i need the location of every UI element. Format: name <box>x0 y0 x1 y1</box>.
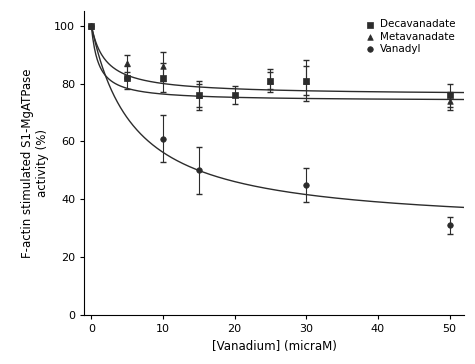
Metavanadate <box>303 78 310 84</box>
Metavanadate <box>87 23 95 28</box>
Legend: Decavanadate, Metavanadate, Vanadyl: Decavanadate, Metavanadate, Vanadyl <box>360 16 459 57</box>
Metavanadate <box>266 78 274 84</box>
X-axis label: [Vanadium] (micraM): [Vanadium] (micraM) <box>211 340 336 353</box>
Vanadyl <box>124 75 131 81</box>
Vanadyl <box>303 182 310 188</box>
Metavanadate <box>124 60 131 66</box>
Decavanadate <box>124 75 131 81</box>
Metavanadate <box>195 92 203 98</box>
Vanadyl <box>195 167 203 173</box>
Decavanadate <box>303 78 310 84</box>
Vanadyl <box>159 136 167 142</box>
Vanadyl <box>446 222 453 228</box>
Metavanadate <box>159 63 167 69</box>
Vanadyl <box>87 23 95 28</box>
Decavanadate <box>231 92 238 98</box>
Decavanadate <box>266 78 274 84</box>
Decavanadate <box>87 23 95 28</box>
Decavanadate <box>446 92 453 98</box>
Decavanadate <box>195 92 203 98</box>
Decavanadate <box>159 75 167 81</box>
Y-axis label: F-actin stimulated S1-MgATPase
activity (%): F-actin stimulated S1-MgATPase activity … <box>20 68 48 258</box>
Metavanadate <box>446 98 453 104</box>
